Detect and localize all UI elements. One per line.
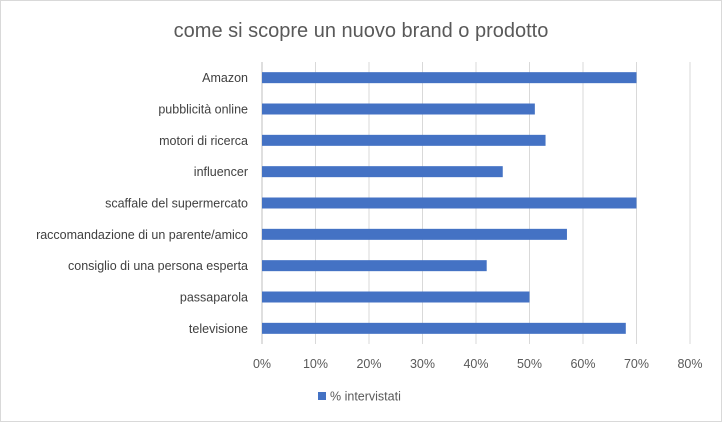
category-label: passaparola xyxy=(180,291,248,305)
x-tick-label: 80% xyxy=(677,357,702,371)
x-tick-label: 30% xyxy=(410,357,435,371)
bar xyxy=(262,322,626,334)
legend-label: % intervistati xyxy=(330,390,401,404)
bar xyxy=(262,166,503,178)
category-labels: Amazon pubblicità online motori di ricerca… xyxy=(36,71,248,336)
x-tick-label: 10% xyxy=(303,357,328,371)
category-label: Amazon xyxy=(202,71,248,85)
category-label: motori di ricerca xyxy=(159,134,248,148)
x-tick-label: 0% xyxy=(253,357,271,371)
x-tick-label: 60% xyxy=(570,357,595,371)
category-label: consiglio di una persona esperta xyxy=(68,259,248,273)
x-tick-label: 20% xyxy=(356,357,381,371)
bar xyxy=(262,197,637,209)
x-tick-label: 50% xyxy=(517,357,542,371)
bar xyxy=(262,260,487,272)
category-label: scaffale del supermercato xyxy=(105,197,248,211)
bar xyxy=(262,228,567,240)
bar xyxy=(262,103,535,115)
category-label: influencer xyxy=(194,165,248,179)
legend-swatch xyxy=(318,392,326,400)
category-label: pubblicità online xyxy=(158,103,248,117)
chart-title: come si scopre un nuovo brand o prodotto xyxy=(174,20,549,42)
x-tick-label: 70% xyxy=(624,357,649,371)
category-label: raccomandazione di un parente/amico xyxy=(36,228,248,242)
legend: % intervistati xyxy=(318,390,401,404)
bars xyxy=(262,72,637,334)
x-tick-label: 40% xyxy=(463,357,488,371)
category-label: televisione xyxy=(189,322,248,336)
bar xyxy=(262,134,546,146)
bar xyxy=(262,291,530,303)
x-tick-labels: 0% 10% 20% 30% 40% 50% 60% 70% 80% xyxy=(253,357,703,371)
bar xyxy=(262,72,637,84)
